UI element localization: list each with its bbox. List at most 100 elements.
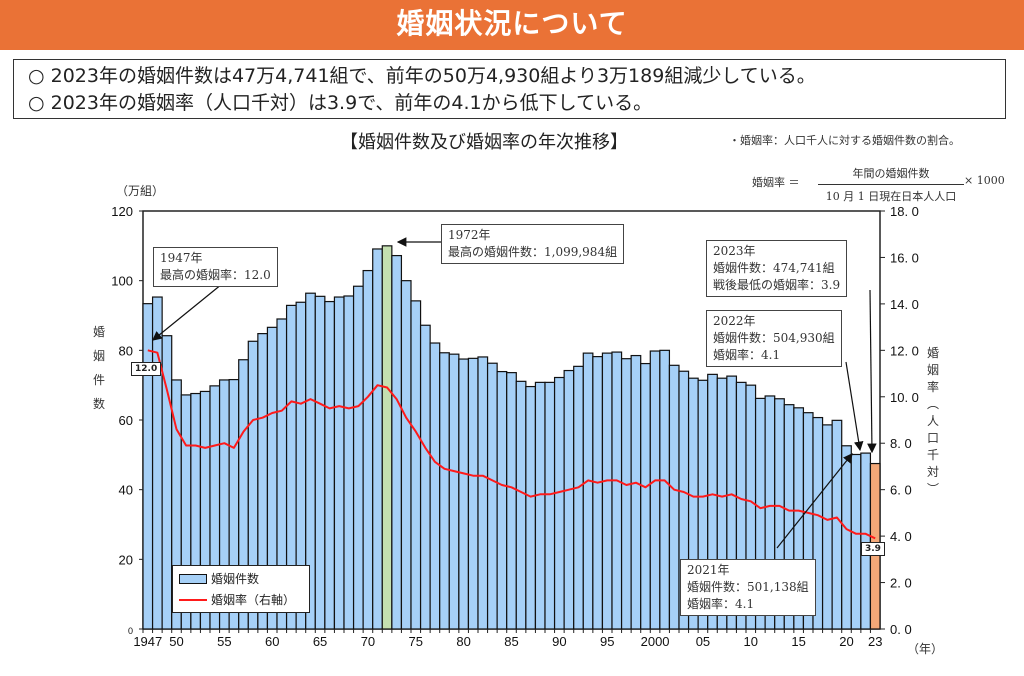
annotation-2021-count: 婚姻件数：501,138組 bbox=[687, 580, 809, 594]
bar-1969 bbox=[352, 285, 364, 630]
right-tick-label: 8. 0 bbox=[890, 436, 912, 451]
bar-1967 bbox=[333, 296, 345, 630]
annotation-2023: 2023年 婚姻件数：474,741組 戦後最低の婚姻率：3.9 bbox=[706, 240, 848, 297]
rate-line bbox=[147, 349, 876, 540]
formula-fraction: 年間の婚姻件数 10 月 1 日現在日本人人口 bbox=[818, 165, 964, 204]
right-tick-label: 18. 0 bbox=[890, 204, 919, 219]
bar-1977 bbox=[429, 342, 441, 630]
arrow-2022 bbox=[845, 361, 864, 452]
x-tick-label: 15 bbox=[791, 634, 805, 649]
formula-denominator: 10 月 1 日現在日本人人口 bbox=[825, 190, 957, 203]
right-axis-title-char: 人 bbox=[926, 414, 939, 428]
left-axis-title-char: 姻 bbox=[92, 349, 105, 363]
annotation-1947: 1947年 最高の婚姻率：12.0 bbox=[153, 247, 278, 287]
bar-1984 bbox=[496, 370, 508, 630]
bar-1976 bbox=[419, 324, 431, 630]
arrow-2021 bbox=[776, 453, 853, 549]
bar-1973 bbox=[391, 254, 403, 630]
left-tick-label: 20 bbox=[119, 552, 133, 567]
bar-1965 bbox=[314, 295, 326, 630]
x-tick-label: 60 bbox=[265, 634, 279, 649]
x-tick-label: 65 bbox=[313, 634, 327, 649]
x-tick-label: 85 bbox=[504, 634, 518, 649]
bar-2002 bbox=[668, 364, 680, 630]
bar-1991 bbox=[563, 369, 575, 630]
bar-1970 bbox=[362, 269, 374, 630]
legend-bar-label: 婚姻件数 bbox=[211, 572, 260, 586]
bar-1986 bbox=[515, 380, 527, 630]
legend-item-line: 婚姻率（右軸） bbox=[179, 591, 295, 608]
chart-legend: 婚姻件数 婚姻率（右軸） bbox=[172, 565, 310, 613]
bar-1974 bbox=[400, 280, 412, 630]
annotation-1972: 1972年 最高の婚姻件数：1,099,984組 bbox=[441, 224, 625, 264]
right-axis-title-char: 婚 bbox=[926, 346, 939, 360]
chart-title: 【婚姻件数及び婚姻率の年次推移】 bbox=[340, 132, 628, 153]
formula-lhs: 婚姻率 ＝ bbox=[752, 176, 800, 189]
annotation-2022-year: 2022年 bbox=[713, 314, 756, 328]
bar-1981 bbox=[467, 357, 479, 630]
right-tick-label: 16. 0 bbox=[890, 250, 919, 265]
rate-definition-note: ・婚姻率：人口千人に対する婚姻件数の割合。 bbox=[729, 134, 960, 147]
bar-1992 bbox=[573, 365, 584, 630]
bar-2021 bbox=[850, 453, 862, 630]
right-axis-title-char: 対 bbox=[926, 465, 939, 479]
x-tick-label: 50 bbox=[169, 634, 183, 649]
annotation-2022-count: 婚姻件数：504,930組 bbox=[713, 331, 835, 345]
bar-1947 bbox=[142, 303, 154, 630]
annotation-2022-rate: 婚姻率：4.1 bbox=[713, 348, 781, 362]
left-axis-unit: （万組） bbox=[116, 184, 165, 198]
formula-numerator: 年間の婚姻件数 bbox=[818, 165, 964, 185]
bar-2019 bbox=[831, 419, 843, 630]
right-tick-label: 0. 0 bbox=[890, 622, 912, 637]
x-tick-label: 05 bbox=[696, 634, 710, 649]
left-axis-title-char: 件 bbox=[92, 373, 105, 387]
bar-1998 bbox=[630, 354, 642, 630]
left-tick-label: 40 bbox=[119, 483, 133, 498]
right-tick-label: 14. 0 bbox=[890, 297, 919, 312]
bar-1972 bbox=[381, 245, 393, 630]
bar-1971 bbox=[372, 248, 383, 630]
bar-1948 bbox=[151, 296, 163, 630]
x-tick-label: 70 bbox=[361, 634, 375, 649]
bar-2001 bbox=[659, 349, 671, 630]
right-tick-label: 2. 0 bbox=[890, 576, 912, 591]
x-tick-label: 75 bbox=[409, 634, 423, 649]
bar-1995 bbox=[601, 352, 613, 630]
rate-tag-1947: 12.0 bbox=[131, 362, 162, 376]
x-tick-label: 10 bbox=[744, 634, 758, 649]
rate-tag-2023: 3.9 bbox=[861, 542, 885, 556]
bar-1987 bbox=[525, 385, 537, 630]
x-tick-label: 2000 bbox=[641, 634, 670, 649]
annotation-1947-year: 1947年 bbox=[160, 251, 203, 265]
x-tick-label: 1947 bbox=[133, 634, 162, 649]
x-tick-label: 90 bbox=[552, 634, 566, 649]
left-axis-title-char: 数 bbox=[92, 397, 105, 411]
bar-1975 bbox=[410, 300, 422, 630]
arrow-1947 bbox=[152, 283, 223, 341]
annotation-1972-text: 最高の婚姻件数：1,099,984組 bbox=[448, 245, 618, 259]
x-axis-unit: （年） bbox=[907, 642, 944, 656]
annotation-1947-text: 最高の婚姻率：12.0 bbox=[160, 268, 271, 282]
bar-1978 bbox=[439, 352, 450, 630]
left-tick-label: 120 bbox=[111, 204, 133, 219]
left-tick-label: 80 bbox=[119, 343, 133, 358]
annotation-1972-year: 1972年 bbox=[448, 228, 491, 242]
summary-line-2: ○ 2023年の婚姻率（人口千対）は3.9で、前年の4.1から低下している。 bbox=[28, 92, 653, 114]
annotation-2021-rate: 婚姻率：4.1 bbox=[687, 597, 755, 611]
bar-2020 bbox=[841, 445, 852, 630]
right-tick-label: 12. 0 bbox=[890, 343, 919, 358]
bar-1966 bbox=[324, 300, 336, 630]
x-tick-label: 55 bbox=[217, 634, 231, 649]
summary-line-1: ○ 2023年の婚姻件数は47万4,741組で、前年の50万4,930組より3万… bbox=[28, 65, 816, 87]
right-axis-title-char: 姻 bbox=[926, 363, 939, 377]
bar-1996 bbox=[611, 351, 623, 630]
bar-1983 bbox=[486, 362, 498, 630]
x-tick-label: 95 bbox=[600, 634, 614, 649]
bar-1979 bbox=[448, 353, 460, 630]
right-tick-label: 4. 0 bbox=[890, 529, 912, 544]
right-tick-label: 6. 0 bbox=[890, 483, 912, 498]
right-axis-title-char: 口 bbox=[926, 431, 939, 445]
right-axis-title-char: 千 bbox=[926, 448, 939, 462]
right-axis-title: 婚 姻 率 ︵ 人 口 千 対 ︶ bbox=[926, 345, 940, 498]
